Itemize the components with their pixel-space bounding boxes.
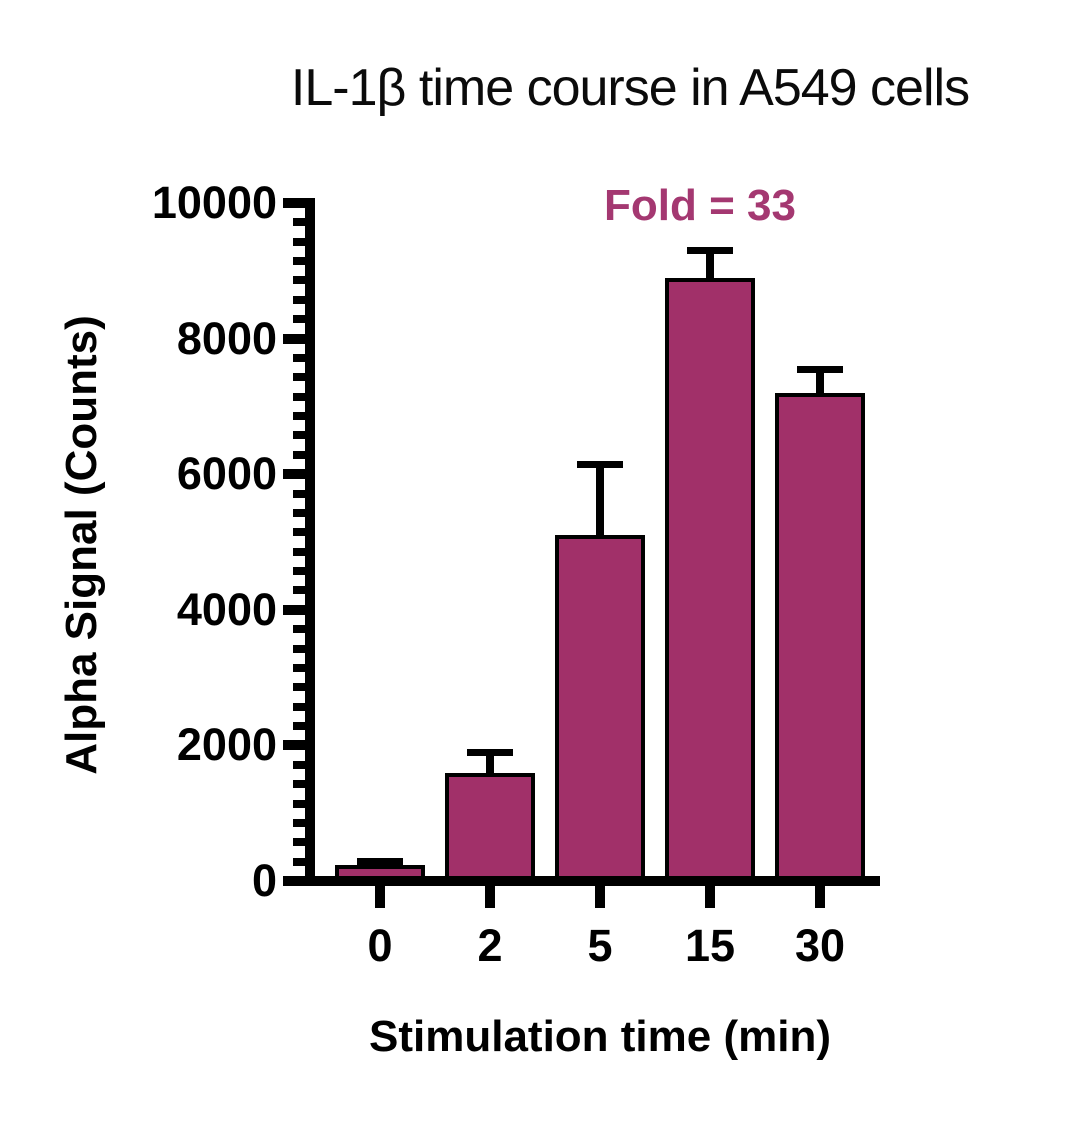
y-tick-label: 8000 [176, 312, 277, 364]
y-axis-title: Alpha Signal (Counts) [57, 315, 106, 775]
y-minor-tick [293, 508, 305, 517]
error-bar-cap [577, 461, 623, 469]
x-tick [485, 886, 495, 908]
y-tick-label: 6000 [176, 448, 277, 500]
bar [445, 772, 535, 880]
y-minor-tick [293, 547, 305, 556]
y-minor-tick [293, 237, 305, 246]
x-tick-label: 2 [477, 920, 503, 971]
x-axis-title: Stimulation time (min) [369, 1012, 831, 1061]
y-minor-tick [293, 586, 305, 595]
error-bar-cap [797, 366, 843, 374]
x-tick-label: 30 [794, 920, 846, 971]
x-axis-line [303, 876, 880, 886]
chart-title: IL-1β time course in A549 cells [290, 59, 970, 117]
y-minor-tick [293, 489, 305, 498]
y-minor-tick [293, 683, 305, 692]
bar [665, 277, 755, 880]
y-major-tick [283, 469, 305, 480]
y-minor-tick [293, 450, 305, 459]
y-major-tick [283, 740, 305, 751]
y-tick-label: 0 [251, 855, 277, 906]
y-minor-tick [293, 644, 305, 653]
y-minor-tick [293, 257, 305, 266]
error-bar-stem [706, 250, 714, 280]
y-tick-label: 4000 [176, 583, 277, 635]
y-minor-tick [293, 567, 305, 576]
y-minor-tick [293, 722, 305, 731]
x-tick [375, 886, 385, 908]
y-minor-tick [293, 760, 305, 769]
x-tick-label: 15 [684, 920, 736, 971]
y-minor-tick [293, 818, 305, 827]
x-tick [595, 886, 605, 908]
y-minor-tick [293, 799, 305, 808]
error-bar-stem [486, 752, 494, 775]
y-major-tick [283, 876, 305, 886]
y-minor-tick [293, 431, 305, 440]
y-minor-tick [293, 276, 305, 285]
y-tick-label: 10000 [151, 177, 277, 228]
y-minor-tick [293, 780, 305, 789]
error-bar-cap [357, 857, 403, 865]
y-axis-line [305, 198, 315, 886]
error-bar-cap [687, 247, 733, 255]
y-tick-label: 2000 [176, 719, 277, 771]
error-bar-stem [596, 464, 604, 538]
x-tick [815, 886, 825, 908]
x-tick-label: 0 [367, 920, 393, 971]
error-bar-stem [816, 369, 824, 395]
y-minor-tick [293, 838, 305, 847]
y-major-tick [283, 604, 305, 615]
x-tick [705, 886, 715, 908]
y-minor-tick [293, 663, 305, 672]
y-minor-tick [293, 702, 305, 711]
fold-annotation: Fold = 33 [604, 181, 796, 230]
x-tick-label: 5 [587, 920, 613, 971]
y-major-tick [283, 198, 305, 208]
y-minor-tick [293, 295, 305, 304]
y-minor-tick [293, 625, 305, 634]
y-minor-tick [293, 392, 305, 401]
bar [555, 535, 645, 880]
y-minor-tick [293, 353, 305, 362]
y-minor-tick [293, 373, 305, 382]
error-bar-cap [467, 749, 513, 757]
y-minor-tick [293, 218, 305, 227]
y-minor-tick [293, 412, 305, 421]
y-minor-tick [293, 528, 305, 537]
bar [775, 392, 865, 880]
y-minor-tick [293, 315, 305, 324]
y-major-tick [283, 333, 305, 344]
y-minor-tick [293, 857, 305, 866]
